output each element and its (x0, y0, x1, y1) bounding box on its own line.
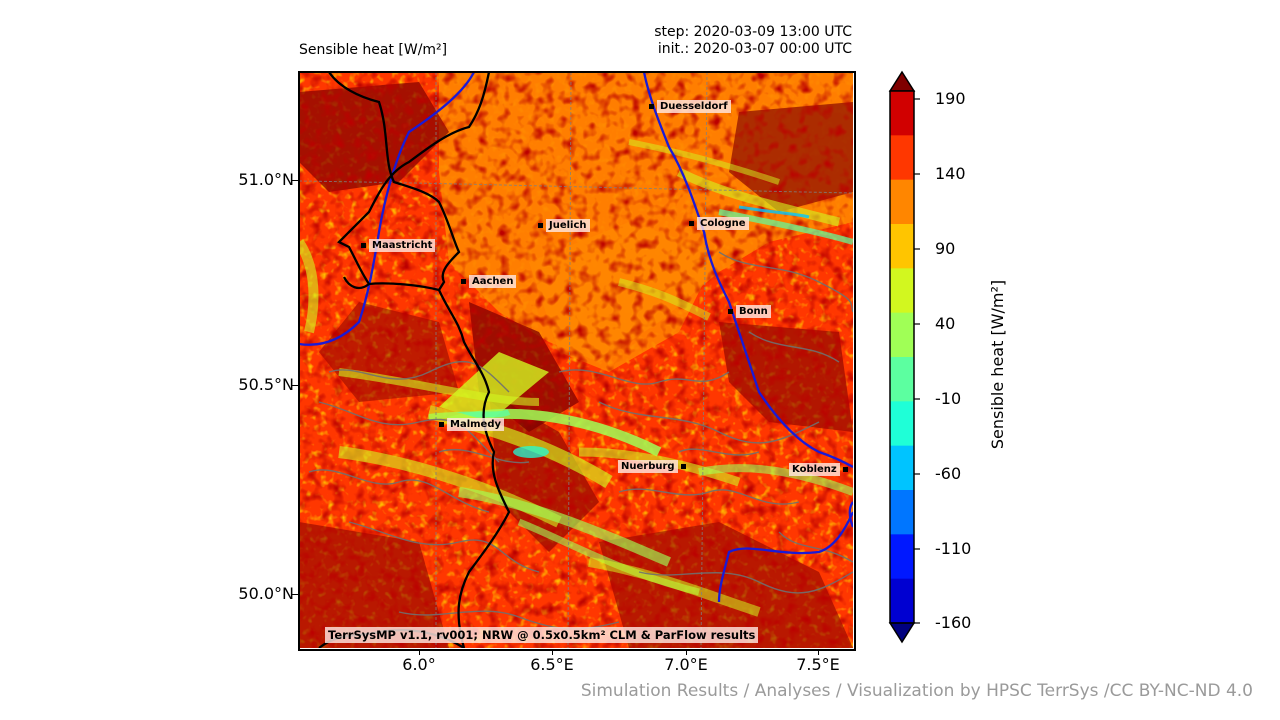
city-marker (689, 221, 694, 226)
step-time: step: 2020-03-09 13:00 UTC (654, 24, 852, 40)
city-marker (842, 467, 848, 472)
colorbar-band (890, 578, 914, 624)
city-marker (439, 422, 444, 427)
heat-field (299, 72, 853, 648)
x-tick-label: 7.5°E (796, 655, 840, 674)
colorbar-band (890, 224, 914, 269)
colorbar-tick-label: -60 (935, 464, 962, 483)
model-credit: TerrSysMP v1.1, rv001; NRW @ 0.5x0.5km² … (325, 627, 759, 643)
colorbar-band (890, 312, 914, 358)
footer-credit: Simulation Results / Analyses / Visualiz… (580, 681, 1253, 701)
init-time: init.: 2020-03-07 00:00 UTC (657, 41, 852, 57)
colorbar-title-wrap: Sensible heat [W/m²] (898, 279, 1098, 448)
city-marker (361, 243, 366, 248)
colorbar-band (890, 268, 914, 314)
y-tick-label: 51.0°N (238, 170, 294, 189)
city-koblenz: Koblenz (789, 463, 848, 476)
city-malmedy: Malmedy (439, 418, 505, 431)
colorbar-tick-label: -110 (935, 539, 972, 558)
x-tick (419, 649, 420, 655)
colorbar-tick-label: 190 (935, 89, 966, 108)
time-info: step: 2020-03-09 13:00 UTC init.: 2020-0… (654, 24, 852, 58)
y-tick (292, 180, 298, 181)
colorbar-tick-label: 40 (935, 314, 956, 333)
colorbar-tick-label: 90 (935, 239, 956, 258)
city-marker (649, 104, 654, 109)
colorbar-band (890, 490, 914, 535)
colorbar-band (890, 445, 914, 491)
colorbar-band (890, 135, 914, 181)
colorbar-tick-label: 140 (935, 164, 966, 183)
city-nuerburg: Nuerburg (618, 460, 686, 473)
city-maastricht: Maastricht (361, 239, 436, 252)
colorbar-band (890, 534, 914, 580)
colorbar-extend-max (888, 70, 916, 92)
colorbar-extend-min (888, 622, 916, 644)
colorbar-band (890, 357, 914, 402)
colorbar (888, 70, 920, 644)
city-juelich: Juelich (538, 219, 590, 232)
x-tick (818, 649, 819, 655)
city-duesseldorf: Duesseldorf (649, 100, 731, 113)
x-tick-label: 6.0° (402, 655, 436, 674)
colorbar-band (890, 401, 914, 447)
city-marker (680, 464, 686, 469)
sensible-heat-map: Duesseldorf Juelich Cologne Maastricht A… (299, 72, 853, 648)
colorbar-band (890, 179, 914, 225)
y-tick (292, 594, 298, 595)
colorbar-tick-label: -10 (935, 389, 962, 408)
city-marker (538, 223, 543, 228)
colorbar-title: Sensible heat [W/m²] (988, 279, 1008, 449)
x-tick (686, 649, 687, 655)
city-marker (461, 279, 466, 284)
x-tick-label: 6.5°E (530, 655, 574, 674)
city-bonn: Bonn (728, 305, 771, 318)
y-tick-label: 50.5°N (238, 375, 294, 394)
x-tick-label: 7.0°E (664, 655, 708, 674)
y-tick-label: 50.0°N (238, 584, 294, 603)
x-tick (552, 649, 553, 655)
colorbar-tick-label: -160 (935, 613, 972, 632)
city-cologne: Cologne (689, 217, 749, 230)
city-marker (728, 309, 733, 314)
map-title: Sensible heat [W/m²] (299, 42, 448, 58)
city-aachen: Aachen (461, 275, 517, 288)
y-tick (292, 385, 298, 386)
colorbar-band (890, 91, 914, 136)
